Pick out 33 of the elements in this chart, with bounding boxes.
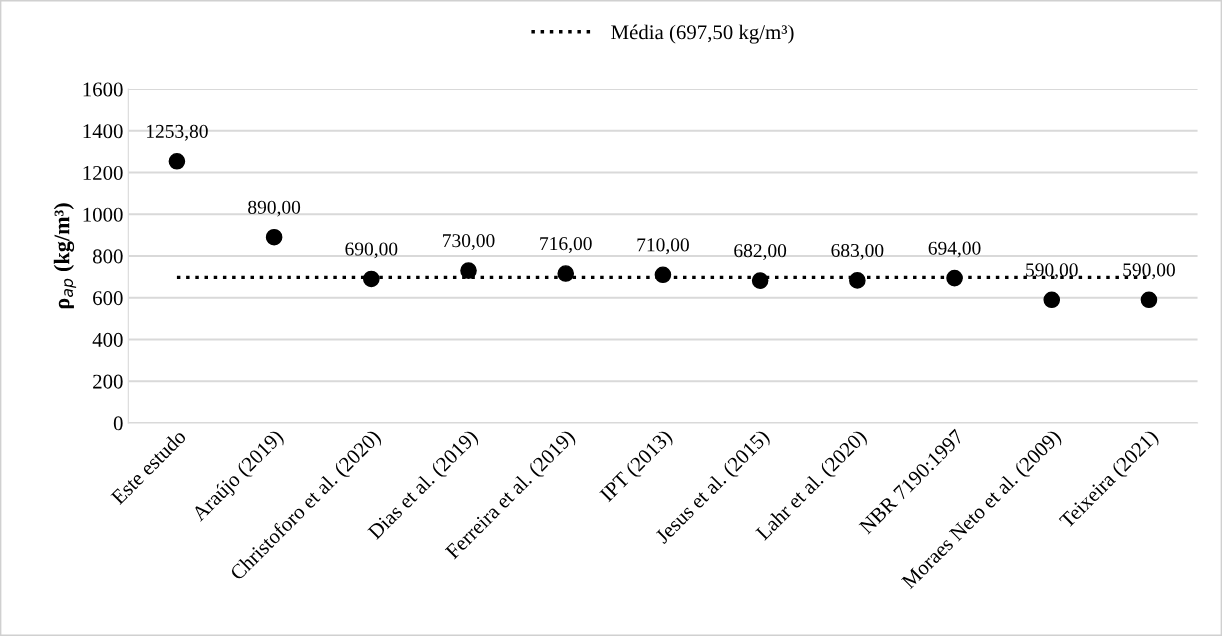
point bbox=[946, 269, 963, 287]
point bbox=[751, 272, 769, 289]
y-tick-label: 0 bbox=[113, 416, 123, 431]
y-tick-label: 1200 bbox=[83, 165, 123, 180]
data-label: 890,00 bbox=[248, 200, 301, 217]
data-label: 710,00 bbox=[637, 238, 689, 255]
data-label: 590,00 bbox=[1026, 263, 1078, 280]
y-tick-label: 800 bbox=[92, 249, 123, 264]
data-label: 590,00 bbox=[1123, 263, 1175, 280]
data-label: 690,00 bbox=[345, 242, 398, 259]
point bbox=[460, 262, 477, 279]
y-tick-label: 1000 bbox=[83, 207, 123, 222]
y-tick-label: 1400 bbox=[83, 124, 123, 139]
point bbox=[1140, 291, 1158, 309]
data-label: 682,00 bbox=[734, 244, 787, 261]
point bbox=[557, 265, 575, 282]
data-label: 730,00 bbox=[443, 234, 495, 250]
point bbox=[168, 152, 186, 170]
legend-label: Média (697,50 kg/m³) bbox=[611, 24, 794, 44]
data-label: 694,00 bbox=[928, 241, 981, 258]
point bbox=[654, 266, 672, 284]
point bbox=[849, 272, 866, 289]
y-tick-label: 400 bbox=[92, 332, 123, 347]
y-tick-label: 200 bbox=[93, 374, 123, 389]
point bbox=[265, 228, 283, 246]
data-label: 1253,80 bbox=[147, 124, 208, 141]
data-label: 716,00 bbox=[540, 237, 592, 253]
y-axis-title: ρ$_{ap}$ (kg/m³) bbox=[53, 203, 77, 309]
point bbox=[1043, 291, 1061, 309]
point bbox=[363, 270, 380, 288]
data-label: 683,00 bbox=[831, 243, 884, 260]
y-tick-label: 1600 bbox=[83, 82, 123, 97]
y-tick-label: 600 bbox=[93, 291, 123, 306]
